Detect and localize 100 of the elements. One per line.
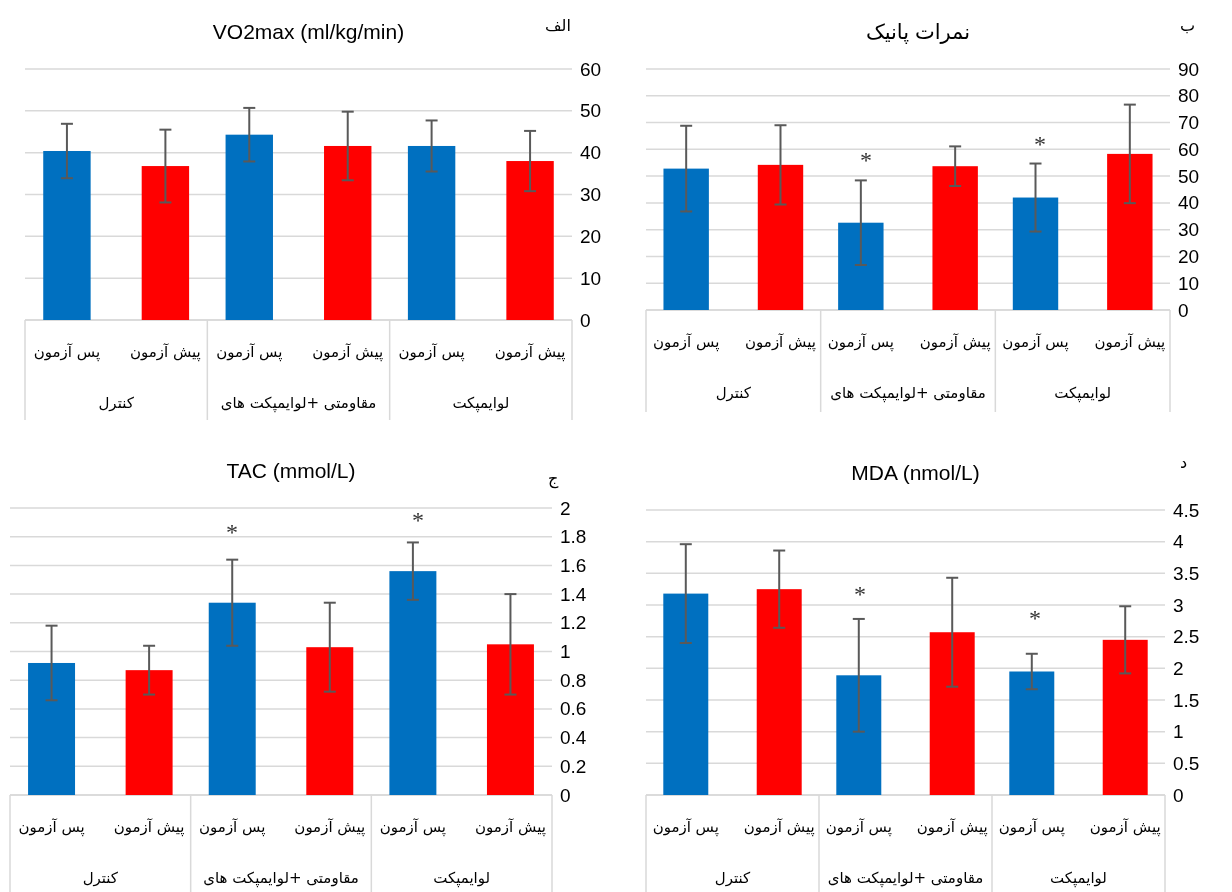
y-tick-label: 0 <box>560 784 571 806</box>
bar <box>486 644 534 795</box>
y-tick-label: 0 <box>1178 299 1189 321</box>
series-label: پیش آزمون <box>129 343 201 362</box>
series-label: پس آزمون <box>652 818 719 837</box>
bar <box>929 632 975 795</box>
bar <box>208 602 256 795</box>
text: پس آزمون <box>18 818 85 836</box>
y-tick-label: 2 <box>560 497 571 519</box>
chart-title: MDA (nmol/L) <box>851 461 980 484</box>
y-tick-label: 3 <box>1173 594 1184 616</box>
x-tick-label: لوایمپکت <box>452 394 510 413</box>
text: پس آزمون <box>825 818 892 836</box>
x-tick-label: لوایمپکت <box>1050 869 1107 888</box>
text: د <box>1180 453 1188 472</box>
y-tick-label: 0.6 <box>560 698 587 720</box>
text: پس آزمون <box>379 818 447 836</box>
y-tick-label: 80 <box>1178 85 1200 107</box>
y-tick-label: 0.8 <box>560 669 587 691</box>
y-tick-label: 50 <box>580 100 602 122</box>
x-tick-label: مقاومتی +لوایمپکت های <box>203 869 359 888</box>
x-tick-label: کنترل <box>98 394 135 412</box>
annotation: * <box>854 581 866 607</box>
y-tick-label: 3.5 <box>1173 562 1200 584</box>
y-tick-label: 30 <box>580 184 602 205</box>
series-label: پیش آزمون <box>1094 333 1166 352</box>
y-tick-label: 0.5 <box>1173 752 1200 774</box>
text: پیش آزمون <box>294 818 366 836</box>
y-tick-label: 2.5 <box>1173 626 1200 648</box>
x-tick-label: مقاومتی +لوایمپکت های <box>220 394 377 413</box>
series-label: پس آزمون <box>33 343 101 362</box>
series-label: پیش آزمون <box>475 818 546 837</box>
annotation: * <box>412 507 424 533</box>
x-tick-label: لوایمپکت <box>1054 384 1112 403</box>
y-tick-label: 50 <box>1178 165 1200 187</box>
y-tick-label: 60 <box>580 58 602 80</box>
bar <box>306 647 354 795</box>
text: ج <box>548 469 559 489</box>
bar <box>663 168 709 310</box>
text: پیش آزمون <box>745 333 816 351</box>
text: پس آزمون <box>216 343 283 361</box>
bar <box>1009 671 1055 795</box>
bar <box>1012 197 1059 310</box>
chart-title: نمرات پانیک <box>865 20 971 44</box>
text: پیش آزمون <box>916 818 988 836</box>
x-tick-label: کنترل <box>714 869 752 887</box>
y-tick-label: 20 <box>1178 245 1200 267</box>
text: پس آزمون <box>998 818 1065 836</box>
y-tick-label: 1 <box>560 641 571 662</box>
series-label: پیش آزمون <box>1089 818 1161 837</box>
bar <box>756 589 802 795</box>
text: ب <box>1180 16 1196 35</box>
annotation: * <box>1029 605 1041 631</box>
y-tick-label: 1.4 <box>560 583 587 605</box>
y-tick-label: 30 <box>1178 219 1200 241</box>
series-label: پس آزمون <box>653 333 720 352</box>
y-tick-label: 1 <box>1173 721 1184 743</box>
y-tick-label: 1.8 <box>560 526 587 548</box>
bar <box>389 571 437 795</box>
x-tick-label: لوایمپکت <box>433 869 491 888</box>
y-tick-label: 1.2 <box>560 612 587 634</box>
annotation: * <box>860 147 872 173</box>
text: پیش آزمون <box>919 333 991 351</box>
bar <box>1107 153 1153 310</box>
y-tick-label: 2 <box>1173 657 1184 679</box>
y-tick-label: 60 <box>1178 138 1200 160</box>
x-tick-label: مقاومتی +لوایمپکت های <box>827 869 984 888</box>
bar <box>663 593 709 795</box>
bar <box>838 222 884 310</box>
x-tick-label: کنترل <box>82 869 119 887</box>
text: پس آزمون <box>1002 333 1069 351</box>
y-tick-label: 10 <box>580 267 602 289</box>
bar <box>836 675 882 795</box>
y-tick-label: 4.5 <box>1173 499 1200 521</box>
bar <box>757 164 804 310</box>
y-tick-label: 70 <box>1178 112 1200 134</box>
y-tick-label: 4 <box>1173 531 1184 553</box>
text: الف <box>545 16 571 35</box>
y-tick-label: 20 <box>580 225 602 247</box>
chart-title: VO2max (ml/kg/min) <box>212 20 405 43</box>
y-tick-label: 10 <box>1178 272 1200 294</box>
text: پیش آزمون <box>494 343 566 361</box>
y-tick-label: 90 <box>1178 58 1200 80</box>
chart-title: TAC (mmol/L) <box>226 459 356 482</box>
bar <box>932 166 978 310</box>
y-tick-label: 1.5 <box>1173 689 1200 711</box>
y-tick-label: 0.4 <box>560 727 587 749</box>
bar <box>1102 639 1148 795</box>
y-tick-label: 40 <box>580 142 602 164</box>
y-tick-label: 1.6 <box>560 554 587 576</box>
y-tick-label: 0 <box>580 309 591 331</box>
bar <box>125 670 173 795</box>
text: پس آزمون <box>827 333 894 351</box>
text: پس آزمون <box>398 343 465 361</box>
text: پیش آزمون <box>312 343 384 361</box>
annotation: * <box>226 519 238 545</box>
y-tick-label: 40 <box>1178 192 1200 214</box>
x-tick-label: کنترل <box>715 384 752 402</box>
text: پیش آزمون <box>743 818 815 836</box>
y-tick-label: 0.2 <box>560 755 587 777</box>
